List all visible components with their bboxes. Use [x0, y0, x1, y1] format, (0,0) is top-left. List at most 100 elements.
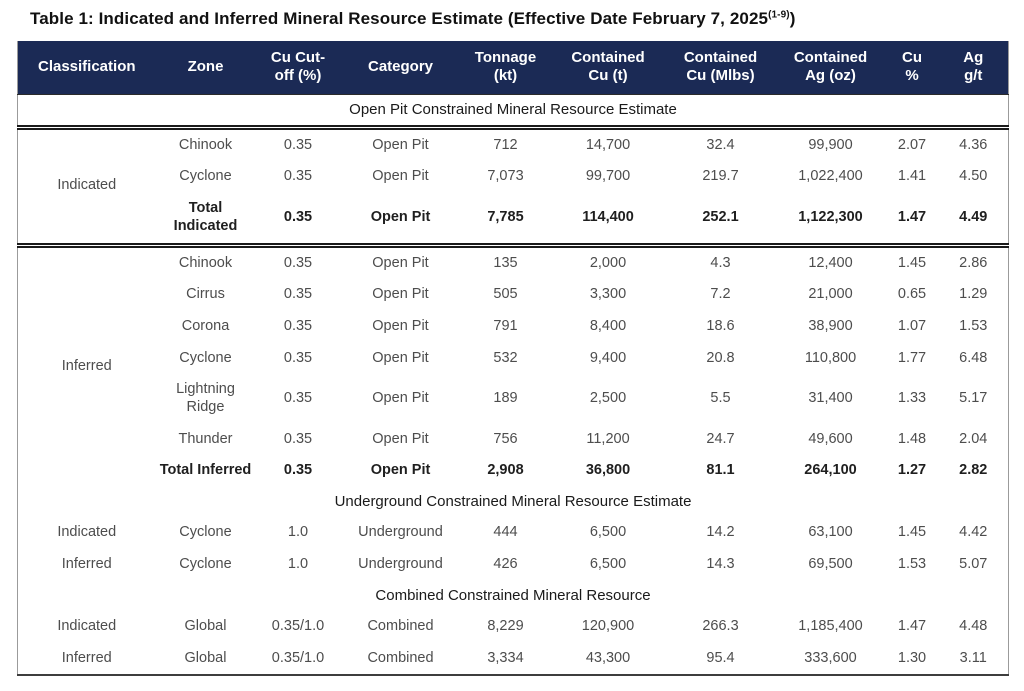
- cell-cu-pct: 1.53: [897, 556, 927, 573]
- header-row: Classification Zone Cu Cut- off (%) Cate…: [17, 41, 1009, 95]
- data-row: Indicated Cyclone 1.0 Underground 444 6,500 14…: [18, 517, 1009, 549]
- cell-tonnage-kt: 8,229: [487, 618, 524, 635]
- cell-contained-cu-t: 6,500: [589, 556, 627, 573]
- cell-cu-pct: 1.30: [897, 649, 927, 666]
- data-row: Indicated Chinook 0.35 Open Pit 712 14,700 32.…: [17, 127, 1009, 248]
- cell-cu-pct: 1.07: [897, 317, 927, 334]
- cell-category: Combined: [367, 649, 434, 666]
- cell-cu-cutoff: 0.35: [255, 193, 341, 248]
- cell-ag-gpt: 4.48: [959, 618, 988, 635]
- cell-cu-cutoff: 0.35: [283, 462, 313, 479]
- section-row: Underground Constrained Mineral Resource…: [18, 487, 1009, 517]
- data-row: Inferred Chinook 0.35 Open Pit 135 2,000 4.3 12…: [18, 245, 1009, 375]
- cell-cu-cutoff: 0.35: [283, 168, 313, 185]
- cell-ag-gpt: 4.36: [959, 136, 988, 153]
- data-row: Corona 0.35 Open Pit 791 8,400 18.6 38,900 1.07…: [18, 311, 1009, 343]
- cell-contained-cu-mlbs: 14.2: [706, 524, 735, 541]
- cell-ag-gpt: 2.82: [959, 462, 988, 479]
- cell-zone: Cyclone: [179, 349, 232, 366]
- cell-cu-pct: 1.48: [897, 430, 927, 447]
- cell-classification: Indicated: [57, 618, 117, 635]
- cell-zone: Cyclone: [179, 524, 232, 541]
- column-header-cu-pct: Cu %: [885, 41, 939, 95]
- cell-cu-pct: 1.77: [897, 349, 927, 366]
- column-header-contained-ag-oz: Contained Ag (oz): [775, 41, 886, 95]
- cell-contained-ag-oz: 1,022,400: [798, 168, 863, 185]
- cell-cu-pct: 2.07: [897, 136, 927, 153]
- cell-ag-gpt: 2.04: [959, 430, 988, 447]
- cell-tonnage-kt: 505: [493, 286, 518, 303]
- cell-cu-cutoff: 0.35/1.0: [271, 618, 325, 635]
- cell-contained-cu-t: 99,700: [585, 168, 631, 185]
- cell-ag-gpt: 3.11: [959, 649, 987, 666]
- column-header-contained-cu-mlbs: Contained Cu (Mlbs): [665, 41, 776, 95]
- table-title-footnote-superscript: (1-9): [768, 9, 790, 21]
- cell-contained-cu-t: 6,500: [589, 524, 627, 541]
- cell-cu-cutoff: 0.35: [283, 254, 313, 271]
- cell-tonnage-kt: 7,073: [487, 168, 524, 185]
- cell-contained-cu-t: 120,900: [581, 618, 635, 635]
- cell-category: Open Pit: [370, 462, 431, 479]
- cell-contained-ag-oz: 21,000: [808, 286, 853, 303]
- cell-contained-cu-t: 2,000: [589, 254, 627, 271]
- cell-contained-cu-t: 36,800: [585, 462, 631, 479]
- cell-zone: Global: [184, 649, 227, 666]
- cell-category: Open Pit: [372, 349, 429, 366]
- cell-tonnage-kt: 2,908: [487, 462, 524, 479]
- cell-contained-cu-t: 14,700: [585, 136, 631, 153]
- cell-contained-ag-oz: 99,900: [808, 136, 853, 153]
- cell-contained-cu-mlbs: 219.7: [702, 168, 739, 185]
- cell-contained-ag-oz: 63,100: [808, 524, 853, 541]
- cell-classification: Indicated: [57, 524, 117, 541]
- cell-contained-ag-oz: 1,122,300: [775, 193, 886, 248]
- data-row: Lightning Ridge 0.35 Open Pit 189 2,500 5.5 31…: [18, 374, 1009, 423]
- cell-contained-ag-oz: 12,400: [808, 254, 853, 271]
- cell-tonnage-kt: 3,334: [487, 649, 524, 666]
- cell-contained-cu-mlbs: 20.8: [706, 349, 735, 366]
- column-header-cu-cutoff: Cu Cut- off (%): [255, 41, 341, 95]
- cell-contained-ag-oz: 264,100: [804, 462, 857, 479]
- table-title-text: Table 1: Indicated and Inferred Mineral …: [30, 9, 769, 28]
- cell-category: Underground: [358, 556, 443, 573]
- cell-contained-cu-t: 114,400: [550, 193, 666, 248]
- cell-zone: Cirrus: [186, 286, 225, 303]
- cell-contained-cu-mlbs: 32.4: [706, 136, 735, 153]
- cell-contained-cu-mlbs: 266.3: [702, 618, 739, 635]
- cell-contained-ag-oz: 1,185,400: [798, 618, 863, 635]
- cell-cu-pct: 1.45: [897, 524, 927, 541]
- cell-zone: Thunder: [178, 430, 233, 447]
- cell-tonnage-kt: 791: [493, 317, 518, 334]
- cell-zone: Total Indicated: [155, 193, 256, 248]
- table-title-close-paren: ): [789, 9, 796, 28]
- cell-contained-ag-oz: 69,500: [808, 556, 853, 573]
- cell-cu-cutoff: 0.35: [283, 390, 313, 407]
- cell-ag-gpt: 1.53: [959, 317, 988, 334]
- cell-contained-cu-mlbs: 24.7: [706, 430, 735, 447]
- cell-contained-ag-oz: 31,400: [808, 390, 853, 407]
- cell-ag-gpt: 4.42: [959, 524, 988, 541]
- cell-tonnage-kt: 756: [493, 430, 518, 447]
- cell-tonnage-kt: 712: [493, 136, 518, 153]
- cell-category: Combined: [367, 618, 434, 635]
- cell-cu-pct: 1.47: [885, 193, 939, 248]
- data-row: Thunder 0.35 Open Pit 756 11,200 24.7 49,600 1.…: [18, 424, 1009, 456]
- cell-zone: Lightning Ridge: [176, 381, 235, 415]
- cell-category: Open Pit: [372, 430, 429, 447]
- cell-tonnage-kt: 426: [493, 556, 518, 573]
- cell-ag-gpt: 4.49: [938, 193, 1009, 248]
- column-header-zone: Zone: [155, 41, 256, 95]
- cell-category: Open Pit: [372, 136, 429, 153]
- cell-cu-cutoff: 0.35: [283, 430, 313, 447]
- cell-ag-gpt: 2.86: [959, 254, 988, 271]
- cell-classification: Inferred: [61, 556, 112, 573]
- cell-contained-ag-oz: 38,900: [808, 317, 853, 334]
- resource-table-body: Open Pit Constrained Mineral Resource Es…: [17, 94, 1009, 675]
- column-header-contained-cu-t: Contained Cu (t): [550, 41, 666, 95]
- cell-cu-pct: 1.47: [897, 618, 927, 635]
- data-row: Cyclone 0.35 Open Pit 532 9,400 20.8 110,800 1.…: [18, 343, 1009, 375]
- section-row: Open Pit Constrained Mineral Resource Es…: [17, 94, 1009, 130]
- section-label: Open Pit Constrained Mineral Resource Es…: [17, 94, 1009, 130]
- cell-contained-cu-t: 8,400: [589, 317, 627, 334]
- data-row: Inferred Cyclone 1.0 Underground 426 6,500 14.…: [18, 549, 1009, 581]
